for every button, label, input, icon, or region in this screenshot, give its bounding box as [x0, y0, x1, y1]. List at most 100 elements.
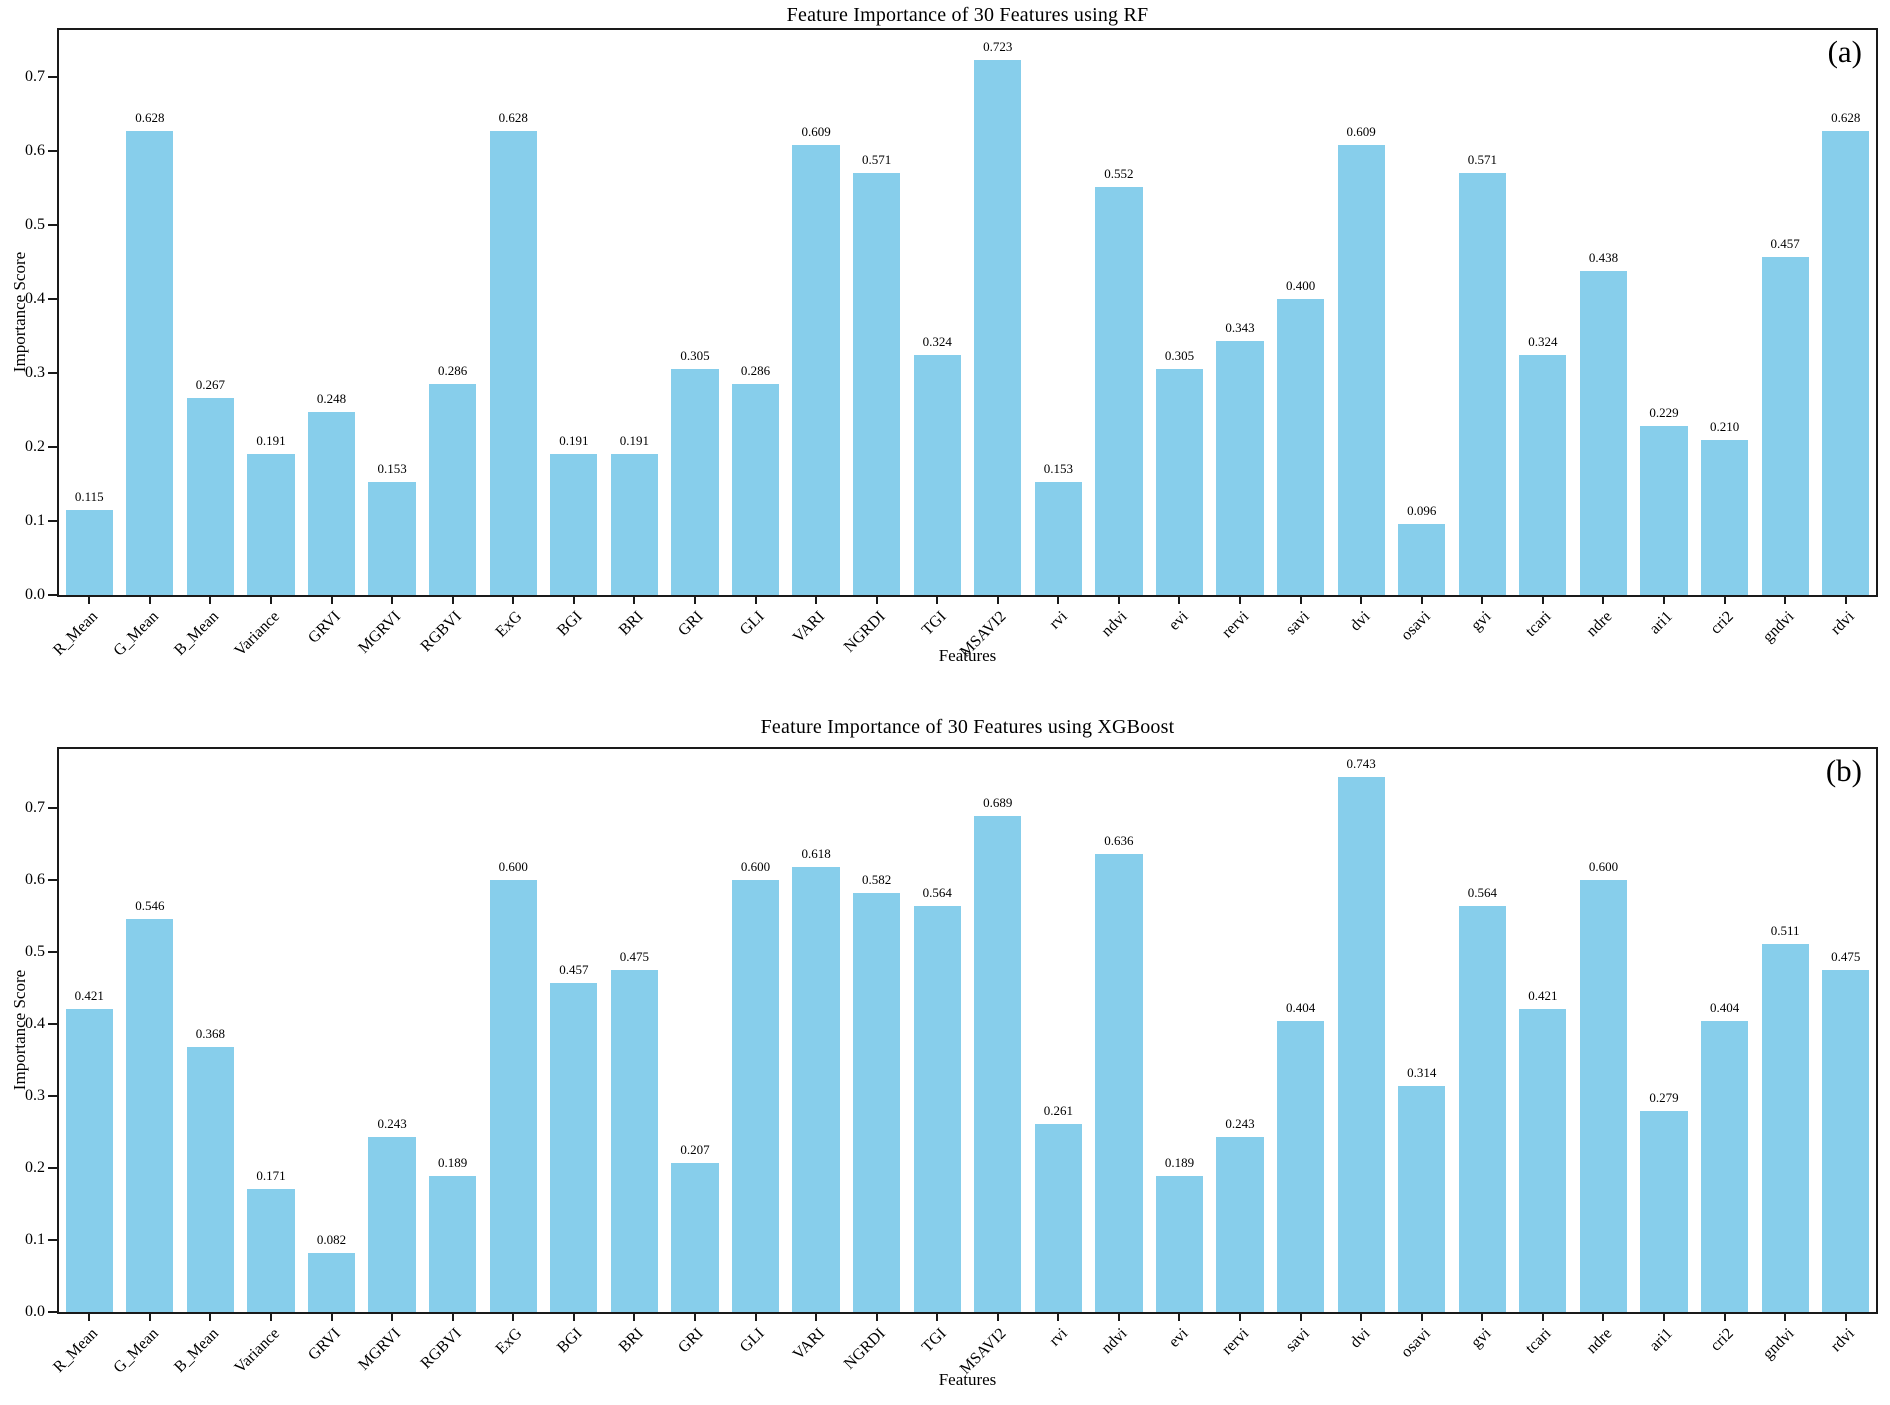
bar-value-label: 0.096 — [1407, 503, 1437, 519]
bar — [913, 355, 961, 595]
x-axis-tick — [1117, 595, 1120, 604]
bar-value-label: 0.324 — [1528, 334, 1558, 350]
x-tick-text: MGRVI — [355, 1325, 405, 1374]
y-axis-tick-label: 0.4 — [25, 1015, 45, 1033]
x-axis-tick — [1481, 1312, 1484, 1321]
bar — [1095, 854, 1143, 1312]
x-axis-tick — [1299, 1312, 1302, 1321]
bar-value-label: 0.153 — [1043, 460, 1073, 476]
x-axis-tick — [1299, 595, 1302, 604]
x-axis-tick — [330, 595, 333, 604]
bar — [1276, 299, 1325, 595]
bar — [610, 453, 658, 595]
bar — [913, 905, 961, 1312]
bar — [1458, 172, 1506, 595]
x-axis-tick — [1844, 1312, 1847, 1321]
plot-area: (b) 0.0 0.1 0.2 0.3 0.4 0.5 0.6 0.7 0.421 R_Mean 0… — [25, 747, 1878, 1378]
bar-value-label: 0.475 — [1831, 949, 1861, 965]
chart-panel-rf: Feature Importance of 30 Features using … — [0, 0, 1890, 702]
bar-value-label: 0.421 — [74, 987, 104, 1003]
bar-value-label: 0.207 — [680, 1141, 710, 1157]
x-tick-text: dvi — [1346, 1325, 1374, 1352]
bar-value-label: 0.582 — [862, 872, 892, 887]
x-axis-tick — [269, 595, 272, 604]
bar — [1519, 355, 1567, 595]
bar — [1700, 1021, 1749, 1312]
x-tick-text: rdvi — [1827, 608, 1858, 639]
bar — [1822, 970, 1870, 1312]
bar — [247, 453, 295, 595]
bar — [1640, 1111, 1688, 1312]
bar — [65, 509, 113, 595]
x-axis-tick — [936, 1312, 939, 1321]
bar-value-label: 0.609 — [1346, 123, 1376, 139]
bar — [671, 1162, 719, 1312]
bar — [1822, 130, 1870, 595]
bar — [1761, 257, 1809, 595]
x-tick-text: GRI — [675, 608, 707, 640]
x-axis-tick — [512, 595, 515, 604]
x-tick-text: rvi — [1045, 608, 1071, 633]
bar-value-label: 0.261 — [1043, 1103, 1073, 1119]
x-tick-text: osavi — [1397, 1325, 1434, 1361]
bar — [186, 397, 235, 595]
bar-value-label: 0.564 — [1467, 884, 1497, 900]
y-axis-tick-label: 0.4 — [25, 290, 45, 308]
y-axis-tick — [48, 446, 57, 449]
bar-value-label: 0.314 — [1407, 1064, 1437, 1080]
bar — [368, 481, 416, 595]
y-axis-tick-label: 0.1 — [25, 1231, 45, 1248]
bar — [1155, 369, 1204, 595]
x-axis-tick — [209, 1312, 212, 1321]
x-tick-text: ndvi — [1098, 1325, 1131, 1358]
bar — [1216, 1137, 1264, 1312]
bar-value-label: 0.324 — [922, 334, 952, 350]
bar — [307, 1252, 356, 1312]
bar-value-label: 0.564 — [922, 884, 952, 900]
x-axis-tick — [391, 1312, 394, 1321]
x-tick-text: ExG — [492, 1325, 526, 1358]
bar-value-label: 0.343 — [1225, 320, 1255, 336]
bar — [186, 1047, 235, 1312]
y-axis-tick-label: 0.7 — [25, 799, 45, 817]
x-axis-tick — [512, 1312, 515, 1321]
x-axis-tick — [693, 595, 696, 604]
x-tick-text: VARI — [789, 608, 829, 647]
bar — [853, 893, 901, 1312]
x-tick-text: gndvi — [1759, 1325, 1798, 1363]
bar-value-label: 0.171 — [256, 1167, 286, 1183]
bar-value-label: 0.628 — [135, 109, 165, 125]
bar — [550, 982, 598, 1312]
x-axis-tick — [1602, 1312, 1605, 1321]
bar — [429, 1175, 477, 1312]
bar — [1034, 481, 1082, 595]
bar-value-label: 0.636 — [1104, 833, 1134, 849]
bar — [1519, 1008, 1567, 1312]
bar — [1276, 1021, 1325, 1312]
x-tick-text: cri2 — [1706, 608, 1737, 638]
x-axis-tick — [875, 1312, 878, 1321]
y-axis-tick — [48, 150, 57, 153]
x-axis-tick — [815, 1312, 818, 1321]
x-axis-tick — [1541, 1312, 1544, 1321]
bar — [731, 880, 780, 1312]
y-axis-tick — [48, 1311, 57, 1313]
bar — [1640, 425, 1688, 595]
bar — [1398, 1085, 1446, 1312]
bar-value-label: 0.115 — [74, 488, 104, 504]
x-axis-tick — [1663, 595, 1666, 604]
bar-value-label: 0.511 — [1770, 923, 1800, 939]
bar — [1155, 1175, 1204, 1312]
y-axis-tick-label: 0.0 — [25, 586, 45, 603]
x-axis-tick — [572, 1312, 575, 1321]
x-tick-text: cri2 — [1706, 1325, 1737, 1355]
bar — [368, 1137, 416, 1312]
x-axis-tick — [148, 595, 151, 604]
x-axis-tick — [754, 1312, 757, 1321]
x-tick-text: GRI — [675, 1325, 707, 1357]
x-axis-label: Features — [938, 1370, 997, 1389]
x-axis-tick — [1420, 1312, 1423, 1321]
bar — [671, 369, 719, 595]
x-axis-tick — [693, 1312, 696, 1321]
x-axis-tick — [754, 595, 757, 604]
